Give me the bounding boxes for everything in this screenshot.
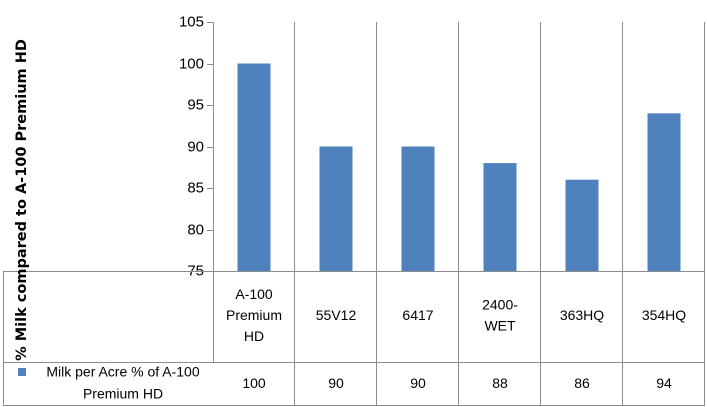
category-label: A-100 Premium HD xyxy=(226,286,282,344)
bar xyxy=(565,179,599,271)
category-label: 55V12 xyxy=(316,307,357,323)
y-tick-label: 105 xyxy=(179,13,204,30)
table-value-cell: 88 xyxy=(492,375,508,391)
y-axis-ticks: 75 80 85 90 95 100 105 xyxy=(179,13,213,279)
legend-label: Milk per Acre % of A-100 Premium HD xyxy=(46,364,200,402)
table-value-cell: 100 xyxy=(242,375,266,391)
bar xyxy=(319,146,353,271)
category-label: 363HQ xyxy=(560,307,604,323)
table-value-cell: 90 xyxy=(328,375,344,391)
legend-swatch xyxy=(18,368,26,376)
category-label: 2400-WET xyxy=(482,297,518,334)
y-tick-label: 75 xyxy=(187,262,204,279)
y-tick-label: 85 xyxy=(187,179,204,196)
y-tick-label: 100 xyxy=(179,55,204,72)
table-value-cell: 86 xyxy=(574,375,590,391)
bar xyxy=(483,163,517,271)
y-tick-label: 90 xyxy=(187,138,204,155)
category-label: 354HQ xyxy=(642,307,686,323)
y-tick-label: 95 xyxy=(187,96,204,113)
table-value-cell: 90 xyxy=(410,375,426,391)
data-table: A-100 Premium HD 55V12 6417 2400-WET 363HQ 354H… xyxy=(3,271,705,406)
category-label: 6417 xyxy=(402,307,433,323)
bar xyxy=(237,63,271,271)
bar xyxy=(401,146,435,271)
bar-series xyxy=(237,63,681,271)
table-value-cell: 94 xyxy=(656,375,672,391)
bar xyxy=(647,113,681,271)
y-tick-label: 80 xyxy=(187,221,204,238)
grid-lines xyxy=(213,22,705,405)
y-axis-label: % Milk compared to A-100 Premium HD xyxy=(14,39,30,361)
